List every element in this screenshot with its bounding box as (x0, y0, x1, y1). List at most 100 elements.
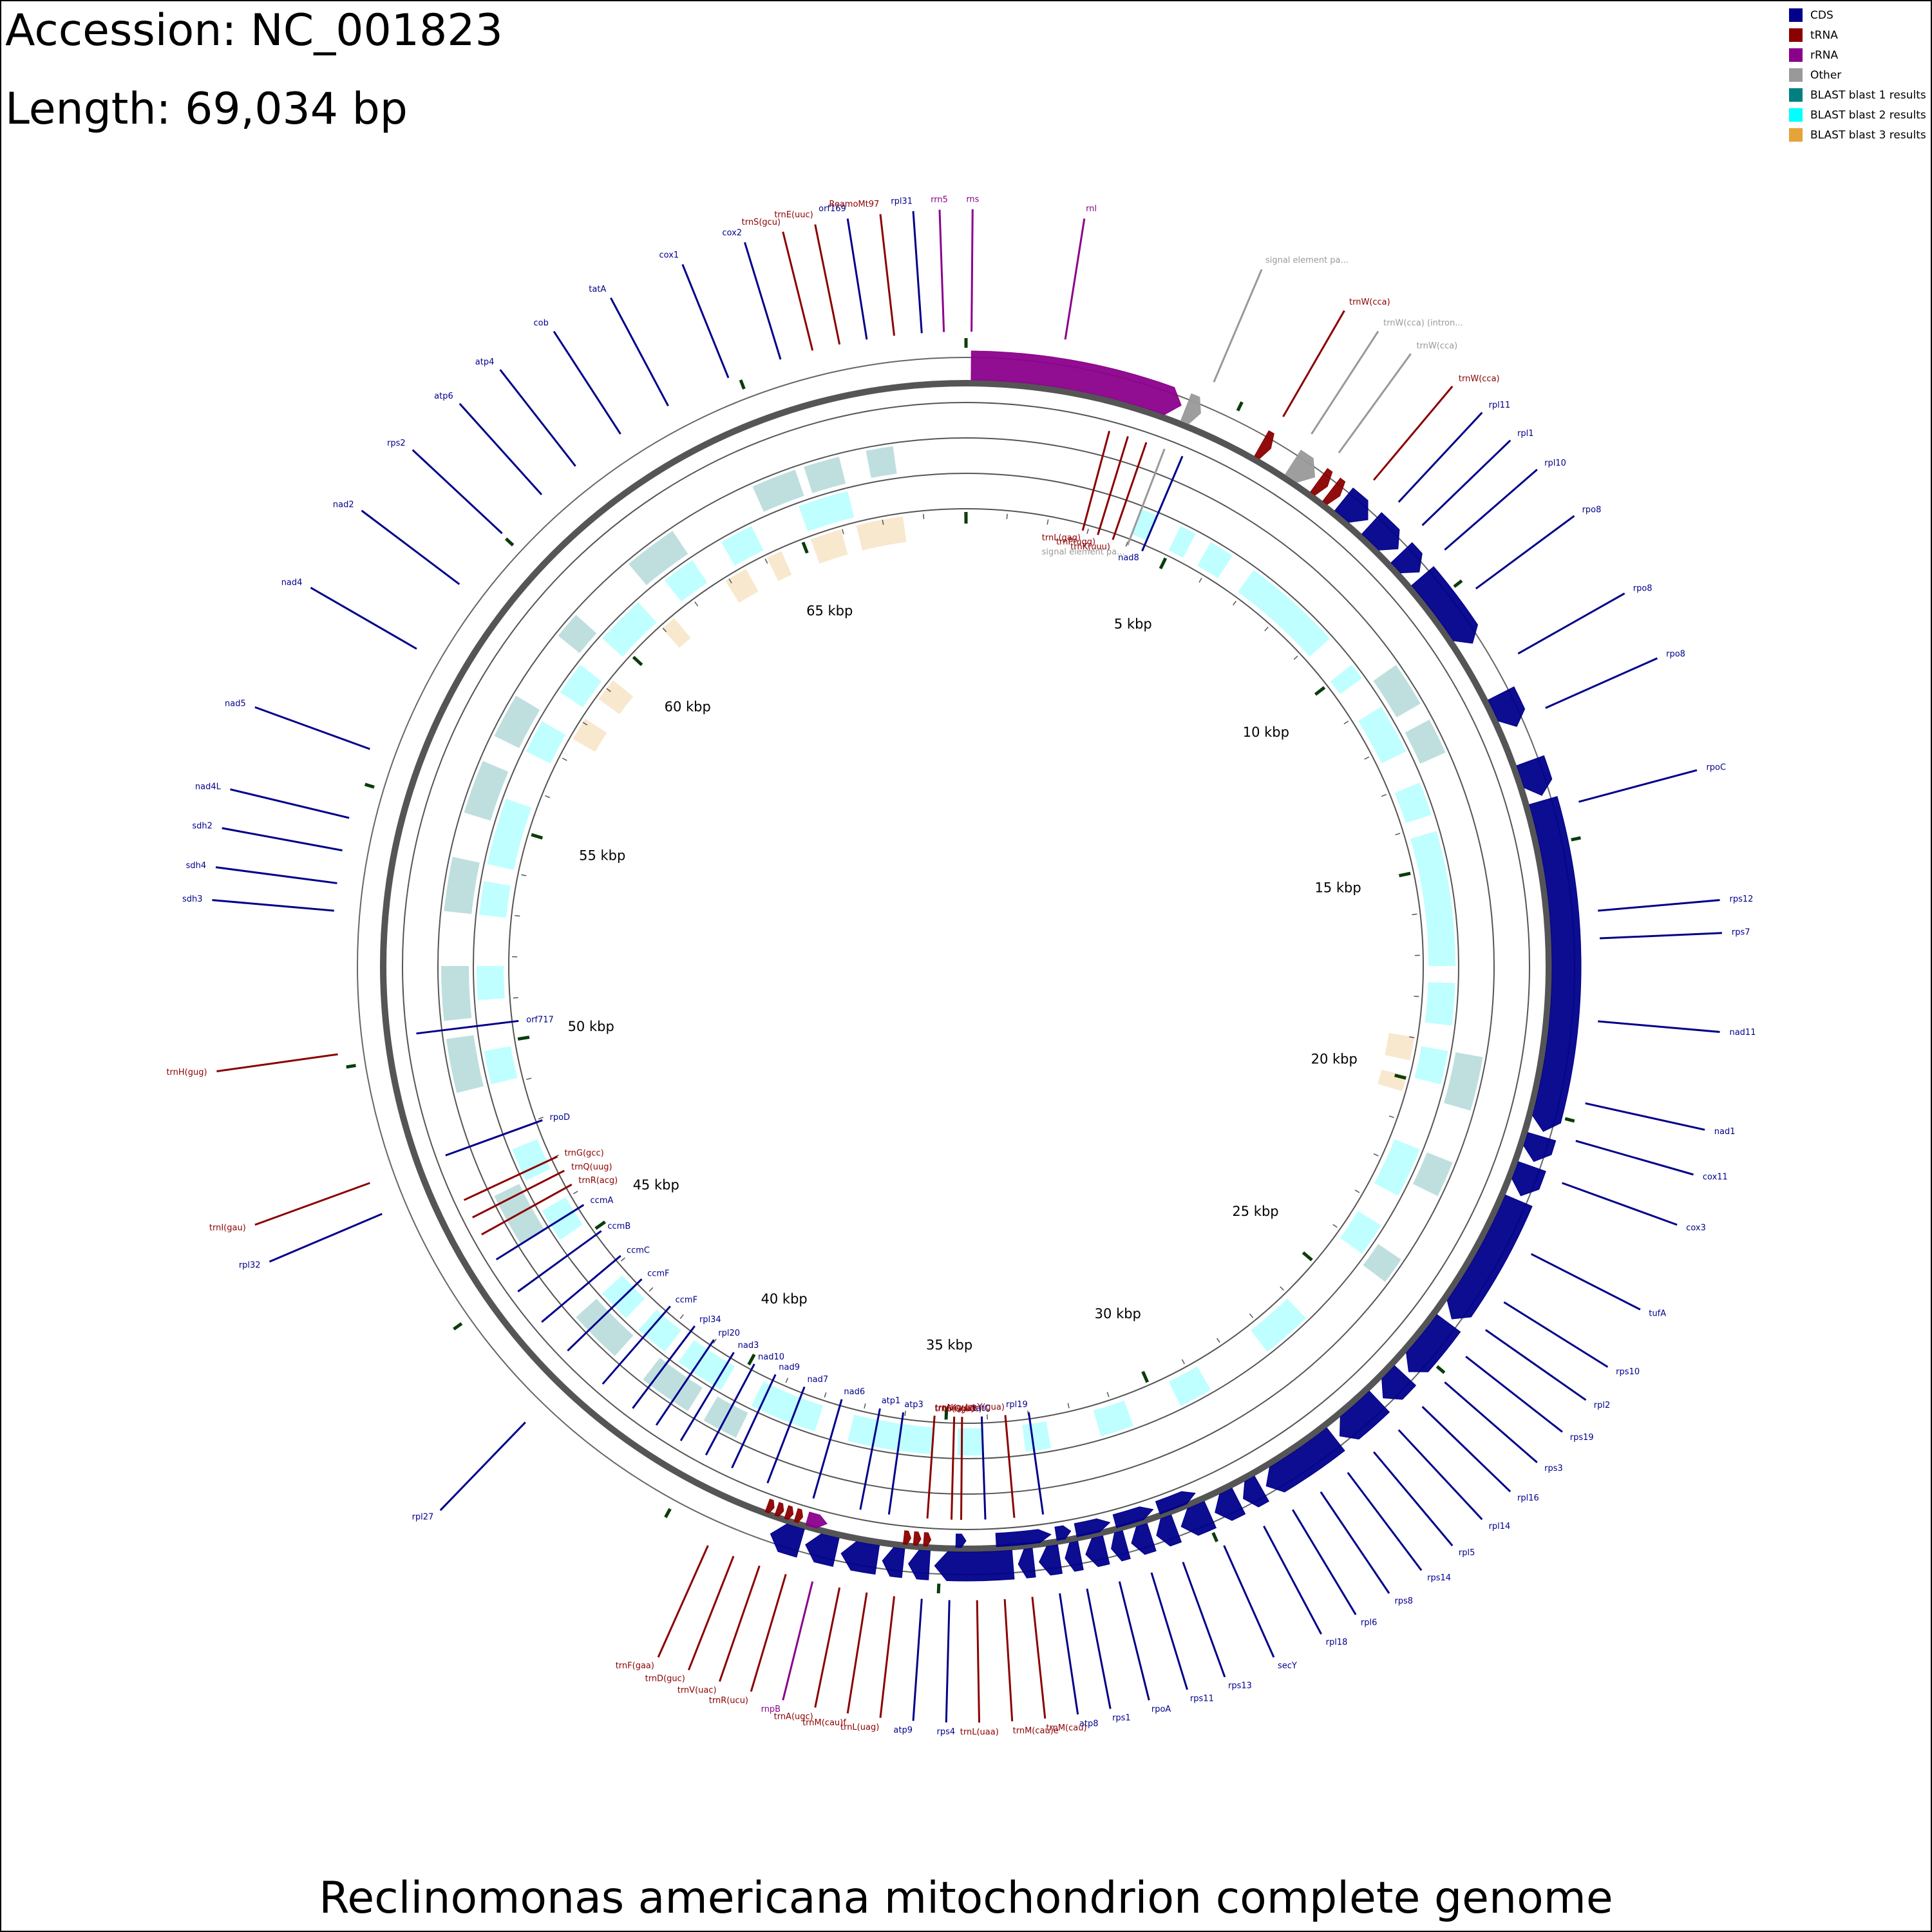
major-tick (1141, 1370, 1150, 1383)
inner-label-leader (1027, 1412, 1045, 1515)
feature-label: sdh2 (192, 822, 213, 831)
inner-label-leader (1004, 1415, 1016, 1518)
legend-item-blast1: BLAST blast 1 results (1789, 85, 1926, 105)
major-tick (531, 833, 544, 840)
feature-block (955, 1533, 967, 1548)
label-leader (222, 827, 343, 851)
label-leader (1465, 1356, 1563, 1433)
label-leader (1421, 439, 1511, 526)
blast-hit (752, 469, 804, 512)
outer-major-tick (1236, 401, 1244, 412)
feature-label: rnpB (761, 1705, 781, 1714)
feature-block (1310, 468, 1333, 496)
feature-block (1054, 1525, 1072, 1541)
minor-tick (864, 1403, 866, 1409)
feature-label: nad2 (333, 500, 354, 509)
inner-label-leader (472, 1170, 565, 1218)
kbp-label: 35 kbp (926, 1337, 972, 1352)
label-leader (719, 1565, 761, 1682)
feature-label: trnW(cca) (1416, 341, 1457, 351)
feature-label: cox1 (659, 251, 679, 260)
inner-feature-label: trnR(acg) (578, 1176, 618, 1186)
feature-label: rps14 (1427, 1573, 1451, 1583)
feature-label: signal element pa... (1265, 256, 1349, 265)
inner-label-leader (655, 1339, 715, 1426)
label-leader (1598, 899, 1720, 912)
legend-item-other: Other (1789, 65, 1926, 85)
minor-tick (1106, 1392, 1110, 1397)
minor-tick (649, 1287, 654, 1292)
feature-block (793, 1508, 804, 1523)
minor-tick (842, 529, 844, 535)
label-leader (1585, 1102, 1705, 1131)
label-leader (687, 1555, 735, 1671)
feature-block (913, 1531, 922, 1546)
feature-block (1488, 686, 1526, 727)
label-leader (1562, 1182, 1678, 1226)
feature-label: rpoA (1151, 1705, 1171, 1714)
blast-hit (643, 1358, 703, 1412)
feature-block (1243, 1475, 1269, 1508)
minor-tick (1354, 1189, 1360, 1193)
label-leader (1213, 269, 1263, 383)
label-leader (1263, 1525, 1322, 1635)
legend-label-other: Other (1810, 68, 1842, 82)
feature-label: rns (966, 195, 979, 205)
feature-label: rps2 (387, 439, 406, 448)
feature-label: atp4 (475, 357, 495, 367)
feature-block (770, 1523, 805, 1558)
legend-swatch-blast2 (1789, 108, 1803, 122)
feature-block (1155, 1491, 1196, 1515)
label-leader (215, 866, 337, 884)
feature-label: rpo8 (1582, 506, 1602, 515)
label-leader (412, 449, 503, 535)
inner-feature-label: nad9 (779, 1363, 800, 1372)
blast-hit (638, 1309, 681, 1352)
kbp-label: 55 kbp (579, 848, 625, 863)
inner-label-leader (495, 1204, 585, 1261)
feature-label: trnV(uac) (677, 1686, 717, 1696)
label-leader (1118, 1581, 1150, 1701)
feature-label: rpl16 (1517, 1493, 1539, 1503)
label-leader (499, 369, 576, 467)
blast-hit (1374, 1139, 1420, 1196)
feature-label: rps1 (1112, 1714, 1131, 1723)
inner-feature-label: rpl20 (718, 1329, 740, 1338)
legend-item-rrna: rRNA (1789, 45, 1926, 65)
kbp-label: 20 kbp (1311, 1052, 1358, 1067)
feature-label: rpl31 (891, 196, 913, 206)
legend-label-blast1: BLAST blast 1 results (1810, 88, 1926, 102)
kbp-label: 25 kbp (1232, 1204, 1278, 1219)
feature-label: rpl18 (1326, 1638, 1348, 1647)
major-tick (594, 1220, 606, 1230)
inner-label-leader (481, 1184, 573, 1236)
blast3-ring (508, 508, 1424, 1424)
feature-block (995, 1529, 1052, 1548)
inner-feature-label: ccmC (627, 1246, 650, 1256)
inner-feature-label: rpl34 (699, 1315, 721, 1325)
inner-feature-label: signal element pa... (1042, 547, 1125, 557)
minor-tick (1293, 656, 1298, 660)
blast-hit (848, 1414, 934, 1455)
label-leader (814, 1587, 841, 1708)
feature-block (1446, 1194, 1533, 1320)
major-tick (1394, 1074, 1406, 1080)
feature-label: rpl2 (1594, 1401, 1610, 1410)
blast-hit (1444, 1052, 1483, 1111)
minor-tick (1216, 1338, 1220, 1343)
feature-block (1361, 512, 1400, 551)
kbp-label: 10 kbp (1243, 724, 1289, 740)
feature-block (934, 1549, 1015, 1582)
label-leader (879, 214, 895, 336)
backbone-ring (380, 380, 1552, 1552)
legend-item-blast3: BLAST blast 3 results (1789, 125, 1926, 145)
inner-feature-label: trnY(gua) (965, 1403, 1005, 1412)
feature-block (1065, 1540, 1084, 1572)
blast-hit (602, 602, 657, 657)
kbp-label: 30 kbp (1095, 1306, 1141, 1321)
feature-label: trnR(ucu) (709, 1696, 748, 1705)
label-leader (1320, 1491, 1390, 1594)
inner-label-leader (887, 1412, 905, 1515)
inner-feature-label: rpoD (549, 1113, 570, 1122)
minor-tick (526, 1077, 532, 1080)
